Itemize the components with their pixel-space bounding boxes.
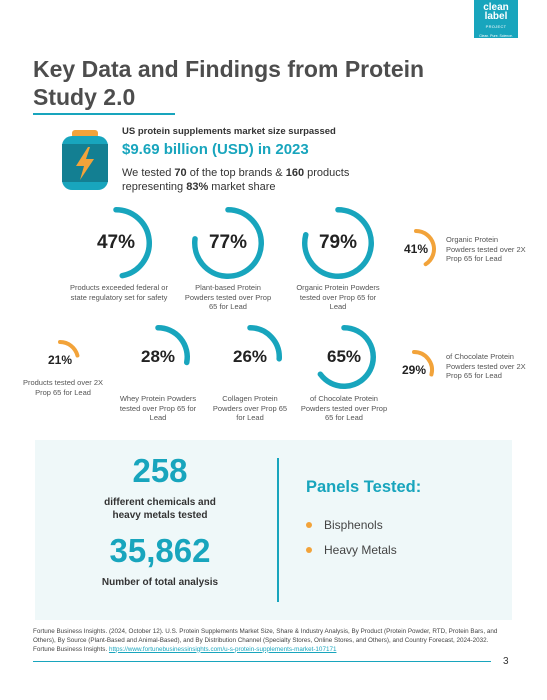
stat-value: 77%: [208, 232, 248, 253]
panel-item-bisphenols: Bisphenols: [306, 518, 383, 532]
stat-caption: Organic Protein Powders tested over 2X P…: [446, 235, 526, 263]
progress-arc: [192, 207, 264, 279]
clean-label-project-logo: clean label PROJECT Clean. Pure. Science…: [474, 0, 518, 38]
bullet-dot-icon: [306, 521, 312, 528]
progress-ring: [192, 207, 264, 279]
stat-ring: 47%: [80, 207, 152, 279]
stat-caption: Whey Protein Powders tested over Prop 65…: [119, 394, 197, 422]
page-title: Key Data and Findings from Protein Study…: [33, 56, 425, 110]
progress-arc: [412, 350, 434, 377]
stat-caption: Collagen Protein Powders over Prop 65 fo…: [212, 394, 288, 422]
progress-ring: [412, 350, 434, 377]
progress-ring: [155, 325, 190, 366]
summary-panel: [35, 440, 512, 620]
stat-caption: of Chocolate Protein Powders tested over…: [300, 394, 388, 422]
progress-arc: [247, 325, 282, 362]
products-count: 160: [285, 167, 305, 179]
page-number: 3: [503, 656, 509, 667]
stat-value: 28%: [140, 347, 176, 366]
market-share-value: 83%: [186, 181, 209, 193]
stat-ring: 41%: [396, 229, 436, 269]
stat-ring: 77%: [192, 207, 264, 279]
progress-ring: [247, 325, 282, 362]
stat-caption: Organic Protein Powders tested over Prop…: [296, 283, 380, 311]
logo-line-3: PROJECT: [485, 24, 507, 29]
stat-ring: 26%: [218, 325, 282, 389]
stat-value: 47%: [96, 232, 136, 253]
stat-value: 29%: [401, 363, 427, 377]
logo-tagline: Clean. Pure. Science.: [479, 34, 513, 38]
footnote-text: Fortune Business Insights. (2024, Octobe…: [33, 628, 498, 653]
chemicals-label: different chemicals and heavy metals tes…: [104, 497, 216, 521]
market-size-value: $9.69 billion (USD) in 2023: [122, 141, 309, 158]
analysis-label: Number of total analysis: [101, 577, 219, 588]
panel-divider: [277, 458, 279, 602]
stat-caption: Products exceeded federal or state regul…: [70, 283, 168, 302]
progress-ring: [317, 325, 376, 389]
stat-value: 21%: [47, 353, 73, 367]
stat-caption: Plant-based Protein Powders tested over …: [184, 283, 272, 311]
stat-caption: of Chocolate Protein Powders tested over…: [446, 352, 526, 380]
progress-arc: [113, 207, 152, 279]
stat-ring: 21%: [40, 340, 80, 380]
brands-count: 70: [174, 167, 187, 179]
progress-arc: [155, 325, 190, 366]
logo-line-2: label: [484, 11, 508, 22]
progress-arc: [414, 229, 436, 267]
stat-ring: 79%: [302, 207, 374, 279]
market-size-label: US protein supplements market size surpa…: [122, 126, 336, 137]
panels-tested-heading: Panels Tested:: [306, 478, 422, 496]
bullet-dot-icon: [306, 546, 312, 553]
stat-ring: 28%: [126, 325, 190, 389]
progress-ring: [302, 207, 374, 279]
stat-value: 26%: [232, 347, 268, 366]
progress-arc: [302, 207, 374, 279]
stat-value: 65%: [326, 347, 362, 366]
stat-ring: 29%: [394, 350, 434, 390]
title-underline: [33, 113, 175, 115]
stat-caption: Products tested over 2X Prop 65 for Lead: [22, 378, 104, 397]
stat-value: 41%: [403, 242, 429, 256]
progress-arc: [317, 325, 376, 389]
stat-ring: 65%: [312, 325, 376, 389]
source-link[interactable]: https://www.fortunebusinessinsights.com/…: [108, 645, 337, 653]
analysis-count: 35,862: [109, 532, 211, 569]
source-footnote: Fortune Business Insights. (2024, Octobe…: [33, 628, 503, 654]
stat-value: 79%: [318, 232, 358, 253]
progress-ring: [113, 207, 152, 279]
panel-item-heavy-metals: Heavy Metals: [306, 543, 397, 557]
tested-products-text: We tested 70 of the top brands & 160 pro…: [122, 167, 350, 193]
logo-line-1: clean: [483, 2, 509, 13]
progress-ring: [58, 340, 80, 358]
footer-rule: [33, 661, 491, 662]
chemicals-count: 258: [132, 452, 188, 489]
battery-lightning-icon: [62, 130, 108, 190]
progress-arc: [58, 340, 80, 358]
progress-ring: [414, 229, 436, 267]
